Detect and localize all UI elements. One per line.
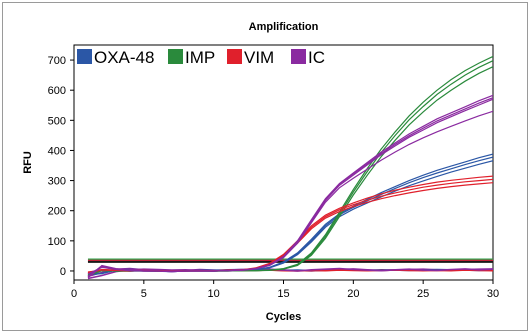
x-tick-label: 10 <box>208 288 220 300</box>
y-tick-label: 300 <box>48 176 66 188</box>
y-tick-label: 500 <box>48 115 66 127</box>
legend-label: OXA-48 <box>94 48 154 67</box>
y-axis: 0 100 200 300 400 500 600 700 <box>48 55 74 278</box>
y-tick-label: 0 <box>60 266 66 278</box>
chart-title: Amplification <box>249 21 319 33</box>
y-tick-label: 700 <box>48 55 66 67</box>
x-tick-label: 5 <box>141 288 147 300</box>
curves-layer <box>87 55 493 280</box>
legend-label: IC <box>308 48 325 67</box>
legend-label: IMP <box>185 48 215 67</box>
plot-box <box>73 44 494 281</box>
x-axis: 0 5 10 15 20 25 30 <box>71 280 499 300</box>
x-tick-label: 0 <box>71 288 77 300</box>
legend-swatch <box>291 49 306 64</box>
plot-area <box>73 44 494 281</box>
legend: OXA-48 IMP VIM IC <box>77 48 325 67</box>
x-tick-label: 15 <box>277 288 289 300</box>
legend-swatch <box>77 49 92 64</box>
legend-swatch <box>227 49 242 64</box>
y-tick-label: 400 <box>48 145 66 157</box>
x-axis-title: Cycles <box>266 311 301 323</box>
amplification-curve <box>87 97 493 275</box>
x-tick-label: 25 <box>417 288 429 300</box>
baseline-trace <box>87 267 493 280</box>
y-tick-label: 600 <box>48 85 66 97</box>
x-tick-label: 20 <box>347 288 359 300</box>
y-tick-label: 100 <box>48 236 66 248</box>
curves-group <box>87 55 493 280</box>
x-tick-label: 30 <box>487 288 499 300</box>
y-axis-title: RFU <box>22 151 34 174</box>
legend-swatch <box>168 49 183 64</box>
amplification-chart: Amplification 0 5 10 15 20 25 30 0 100 200 300 400… <box>22 21 499 323</box>
y-tick-label: 200 <box>48 206 66 218</box>
legend-label: VIM <box>244 48 274 67</box>
chart-frame: Amplification 0 5 10 15 20 25 30 0 100 200 300 400… <box>2 2 528 331</box>
